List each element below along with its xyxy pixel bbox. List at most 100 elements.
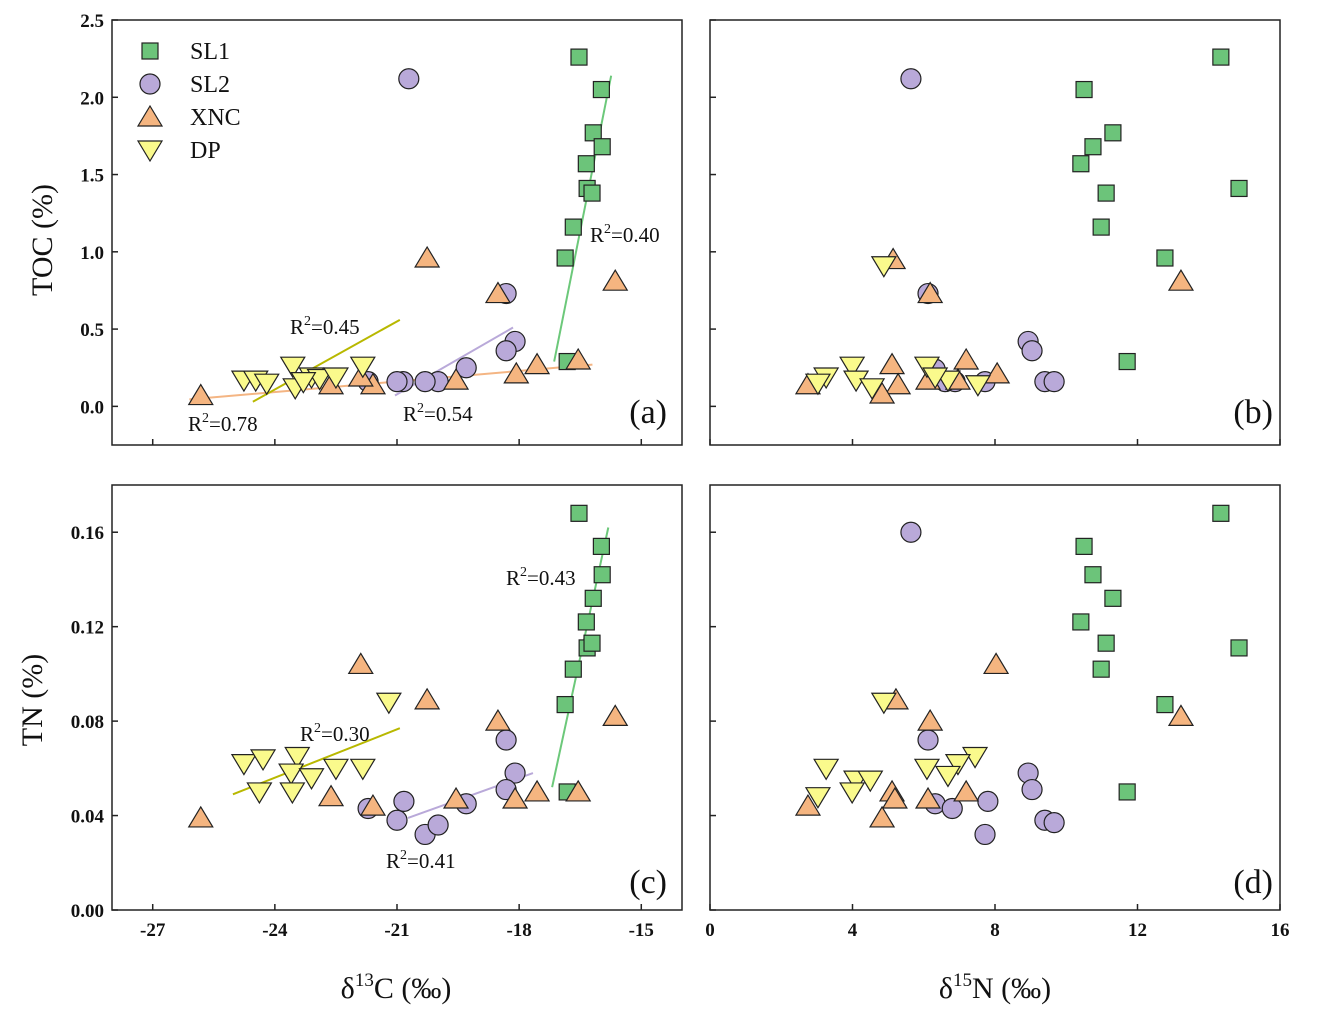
point-dp <box>278 763 305 786</box>
point-xnc <box>953 347 980 370</box>
point-dp <box>279 782 306 805</box>
point-sl1 <box>1092 218 1110 236</box>
fit-line-dp <box>252 318 401 403</box>
y-tick-label: 0.5 <box>80 320 104 341</box>
y-tick-label: 1.0 <box>80 243 104 264</box>
fit-line-sl2 <box>394 326 514 397</box>
legend-marker-sl2 <box>139 73 161 95</box>
point-dp <box>230 754 257 776</box>
point-dp <box>249 749 277 772</box>
point-sl2 <box>414 371 436 393</box>
point-sl1 <box>1084 138 1102 156</box>
point-dp <box>913 356 941 379</box>
legend-label: SL2 <box>190 72 230 98</box>
point-sl1 <box>1072 613 1090 631</box>
point-dp <box>913 758 941 781</box>
point-sl1 <box>1092 660 1110 678</box>
x-axis-label-d13c: δ13C (‰) <box>341 970 452 1005</box>
point-xnc <box>484 708 512 731</box>
point-sl2 <box>1043 812 1065 834</box>
point-sl1 <box>583 634 601 652</box>
point-sl1 <box>564 660 582 678</box>
point-sl1 <box>556 249 574 267</box>
point-sl2 <box>1043 371 1065 393</box>
r-squared-label: R2=0.54 <box>403 401 473 426</box>
point-dp <box>922 367 949 390</box>
y-tick-label: 1.5 <box>80 166 104 187</box>
point-sl1 <box>1230 639 1248 657</box>
r-squared-label: R2=0.43 <box>506 565 576 590</box>
r-squared-label: R2=0.78 <box>188 411 258 436</box>
point-sl2 <box>1021 340 1043 362</box>
point-dp <box>246 782 273 805</box>
x-tick-label: -27 <box>140 920 166 941</box>
point-sl1 <box>592 537 610 555</box>
point-sl2 <box>1021 778 1043 801</box>
y-tick-label: 0.0 <box>80 397 104 418</box>
legend-label: SL1 <box>190 39 230 65</box>
point-sl2 <box>900 521 922 543</box>
legend-entry-sl1: SL1 <box>141 39 230 65</box>
point-dp <box>804 787 832 809</box>
y-tick-label: 0.08 <box>71 712 104 733</box>
y-tick-label: 0.16 <box>71 523 104 544</box>
point-sl1 <box>556 695 574 714</box>
y-tick-label: 2.5 <box>80 11 104 32</box>
x-axis-label-d15n: δ15N (‰) <box>939 970 1051 1005</box>
point-xnc <box>347 652 374 675</box>
legend-entry-xnc: XNC <box>136 104 241 131</box>
point-dp <box>961 746 989 769</box>
panel-c: -27 -24 -21 -18 -15 0.00 0.04 0.08 0.12 0.16 R2=0.… <box>71 484 683 941</box>
point-xnc <box>917 281 944 304</box>
point-sl1 <box>1075 80 1093 99</box>
r-squared-label: R2=0.40 <box>590 222 660 247</box>
point-sl1 <box>584 124 602 142</box>
point-sl2 <box>455 357 477 379</box>
point-sl2 <box>398 68 420 90</box>
point-sl1 <box>592 80 610 99</box>
legend-entry-dp: DP <box>136 138 221 164</box>
point-xnc <box>917 708 944 731</box>
point-xnc <box>885 372 912 395</box>
point-dp <box>298 768 325 790</box>
y-tick-label: 0.04 <box>71 807 105 828</box>
legend-marker-sl1 <box>141 42 159 60</box>
x-tick-label: 4 <box>848 920 858 941</box>
point-xnc <box>442 786 470 809</box>
point-sl1 <box>593 566 611 584</box>
point-dp <box>870 692 897 715</box>
point-dp <box>813 758 840 781</box>
y-axis-label-tn: TN (%) <box>16 654 49 746</box>
point-sl1 <box>583 184 601 202</box>
point-xnc <box>878 352 906 375</box>
point-sl2 <box>974 823 996 846</box>
point-sl1 <box>593 138 611 156</box>
legend-label: DP <box>190 138 221 164</box>
point-xnc <box>1167 704 1195 726</box>
point-xnc <box>317 784 345 807</box>
point-dp <box>964 375 991 397</box>
point-sl2 <box>427 814 449 836</box>
point-xnc <box>359 793 387 816</box>
point-xnc <box>983 652 1010 675</box>
legend-entry-sl2: SL2 <box>139 72 230 98</box>
point-dp <box>284 746 311 769</box>
r-squared-label: R2=0.41 <box>386 848 456 873</box>
point-xnc <box>602 269 629 291</box>
point-dp <box>859 378 886 400</box>
point-sl2 <box>495 340 517 362</box>
point-dp <box>375 692 402 715</box>
panel-b: (b) <box>709 19 1281 446</box>
point-sl2 <box>917 729 939 751</box>
point-sl1 <box>1072 155 1090 173</box>
x-tick-label: 16 <box>1271 920 1290 941</box>
point-xnc <box>565 347 592 370</box>
y-tick-label: 2.0 <box>80 88 104 109</box>
point-dp <box>804 373 832 396</box>
point-sl1 <box>1118 352 1136 371</box>
point-xnc <box>347 364 374 387</box>
point-xnc <box>1167 269 1195 291</box>
panel-tag: (d) <box>1233 864 1273 901</box>
plot-frame <box>709 484 1281 911</box>
point-sl1 <box>1097 634 1115 652</box>
